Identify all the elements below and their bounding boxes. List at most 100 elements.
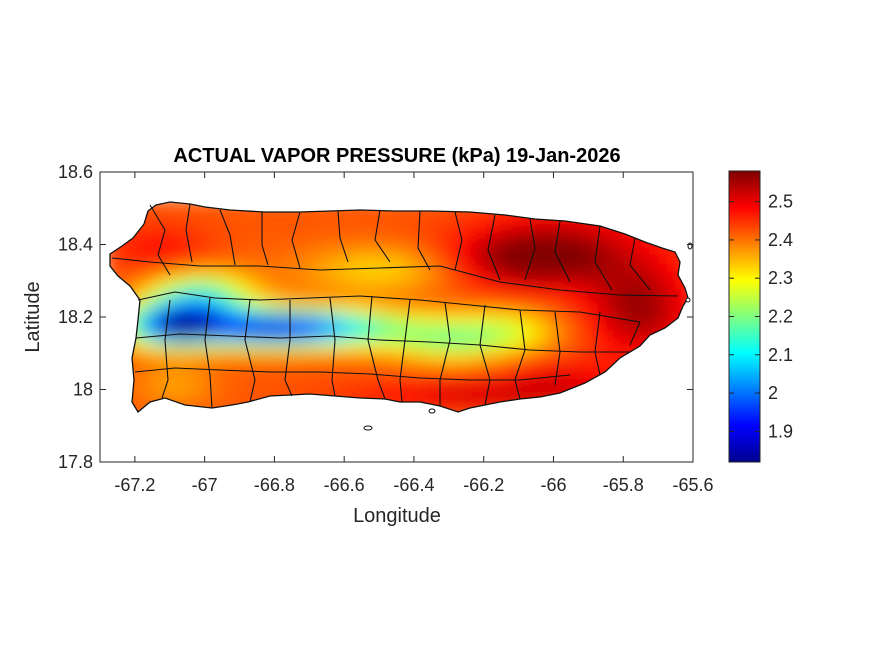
field-cell [455,387,465,397]
field-cell [383,207,393,217]
field-cell [176,234,186,244]
field-cell [644,315,654,325]
field-cell [428,270,438,280]
field-cell [392,360,402,370]
field-cell [473,315,483,325]
field-cell [302,378,312,388]
field-cell [131,234,141,244]
field-cell [599,306,609,316]
x-axis-label: Longitude [353,505,441,527]
field-cell [248,234,258,244]
field-cell [410,225,420,235]
field-cell [149,378,159,388]
field-cell [563,279,573,289]
field-cell [257,333,267,343]
field-cell [320,234,330,244]
field-cell [518,261,528,271]
field-cell [608,297,618,307]
field-cell [347,243,357,253]
field-cell [419,351,429,361]
field-cell [329,333,339,343]
field-cell [473,378,483,388]
field-cell [212,315,222,325]
field-cell [581,234,591,244]
field-cell [230,243,240,253]
field-cell [491,324,501,334]
field-cell [176,351,186,361]
field-cell [257,270,267,280]
municipality-border [479,304,491,406]
field-cell [563,243,573,253]
field-cell [599,279,609,289]
field-cell [320,207,330,217]
field-cell [518,315,528,325]
field-cell [167,234,177,244]
field-cell [176,378,186,388]
field-cell [455,405,465,412]
field-cell [482,324,492,334]
field-cell [284,360,294,370]
field-cell [275,216,285,226]
field-cell [392,369,402,379]
field-cell [617,234,627,244]
field-cell [320,288,330,298]
field-cell [284,279,294,289]
field-cell [284,297,294,307]
field-cell [608,261,618,271]
field-cell [167,243,177,253]
field-cell [392,207,402,217]
field-cell [509,234,519,244]
field-cell [356,234,366,244]
field-cell [239,324,249,334]
field-cell [428,279,438,289]
field-cell [392,315,402,325]
field-cell [212,234,222,244]
field-cell [491,396,501,406]
field-cell [149,225,159,235]
field-cell [203,387,213,397]
field-cell [131,369,141,379]
field-cell [338,288,348,298]
field-cell [176,360,186,370]
field-cell [545,234,555,244]
field-cell [392,333,402,343]
field-cell [266,360,276,370]
field-cell [509,216,519,226]
field-cell [437,387,447,397]
field-cell [383,225,393,235]
field-cell [572,279,582,289]
municipality-border [204,297,213,409]
field-cell [473,270,483,280]
colorbar-tick-label: 2.3 [768,268,793,288]
field-cell [185,225,195,235]
field-cell [572,351,582,361]
field-cell [464,324,474,334]
field-cell [491,351,501,361]
field-cell [320,324,330,334]
field-cell [230,360,240,370]
field-cell [437,279,447,289]
field-cell [572,324,582,334]
field-cell [365,297,375,307]
field-cell [419,342,429,352]
field-cell [383,387,393,397]
field-cell [437,270,447,280]
field-cell [248,360,258,370]
field-cell [581,288,591,298]
field-cell [410,216,420,226]
field-cell [293,279,303,289]
field-cell [212,216,222,226]
field-cell [509,270,519,280]
field-cell [365,288,375,298]
field-cell [122,252,132,262]
field-cell [320,297,330,307]
field-cell [356,324,366,334]
field-cell [302,270,312,280]
field-cell [302,351,312,361]
field-cell [203,297,213,307]
field-cell [446,216,456,226]
field-cell [158,207,168,217]
field-cell [338,378,348,388]
field-cell [131,378,141,388]
field-cell [446,351,456,361]
